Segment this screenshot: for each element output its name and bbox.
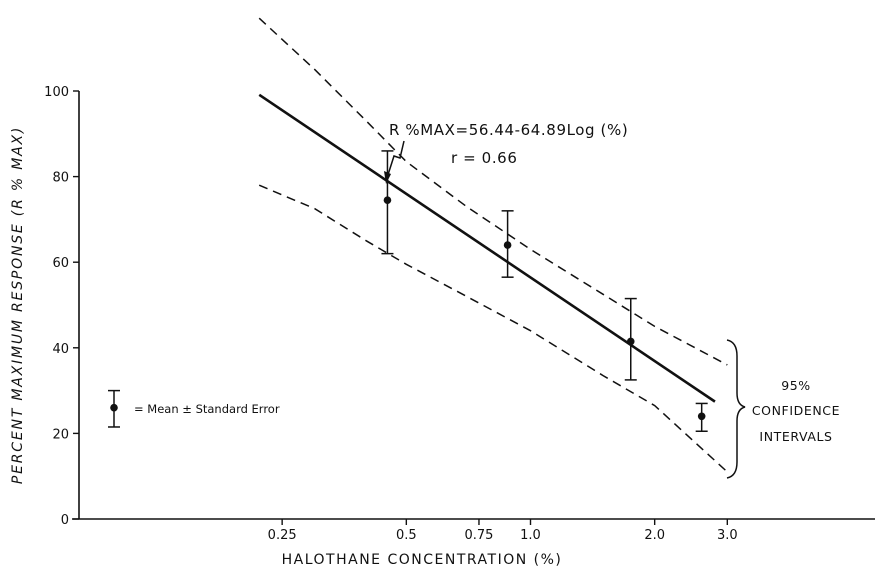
- data-point: [383, 196, 392, 204]
- x-tick-label: 2.0: [644, 528, 665, 543]
- data-points: [381, 150, 708, 433]
- confidence-brace: [726, 339, 746, 479]
- y-tick-label: 40: [52, 342, 69, 357]
- confidence-upper-line: [258, 17, 728, 366]
- y-tick-label: 20: [52, 427, 69, 442]
- y-tick-label: 0: [61, 513, 69, 528]
- data-point-group: [624, 297, 637, 381]
- data-point: [626, 337, 635, 346]
- ci-label-line1: 95%: [781, 378, 811, 393]
- legend-errorbar-marker: [108, 389, 120, 428]
- y-tick-label: 80: [52, 171, 69, 186]
- regression-line: [258, 93, 716, 403]
- y-tick-label: 100: [44, 85, 69, 100]
- annotation-arrowhead: [384, 171, 391, 184]
- confidence-lower-line: [258, 184, 728, 473]
- data-point-group: [695, 402, 708, 433]
- annotation-arrow: [385, 140, 405, 182]
- x-tick-label: 3.0: [717, 528, 738, 543]
- ci-label-line3: INTERVALS: [759, 429, 832, 444]
- legend-label: = Mean ± Standard Error: [134, 402, 280, 416]
- x-tick-label: 1.0: [520, 528, 541, 543]
- data-point: [697, 412, 706, 421]
- x-tick-label: 0.75: [464, 528, 493, 543]
- x-ticks: 0.25 0.5 0.75 1.0 2.0 3.0: [268, 519, 738, 543]
- y-ticks: 0 20 40 60 80 100: [44, 85, 79, 528]
- data-point: [503, 241, 512, 249]
- legend-marker: [108, 389, 120, 428]
- correlation-label: r = 0.66: [451, 149, 517, 167]
- x-tick-label: 0.5: [396, 528, 417, 543]
- data-point: [110, 403, 118, 412]
- y-tick-label: 60: [52, 256, 69, 271]
- data-point-group: [501, 210, 514, 278]
- x-axis-title: HALOTHANE CONCENTRATION (%): [282, 552, 563, 568]
- y-axis-title: PERCENT MAXIMUM RESPONSE (R % MAX): [10, 126, 26, 484]
- regression-equation: R %MAX=56.44-64.89Log (%): [389, 121, 628, 139]
- data-point-group: [381, 150, 394, 255]
- ci-label-line2: CONFIDENCE: [752, 403, 840, 418]
- x-tick-label: 0.25: [268, 528, 297, 543]
